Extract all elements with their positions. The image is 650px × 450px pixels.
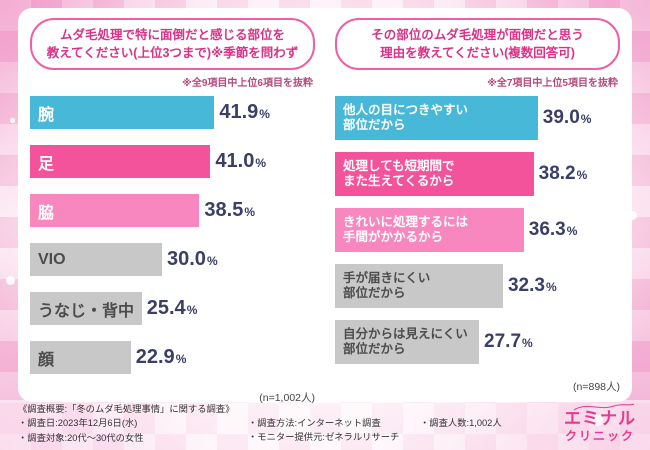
bar-label: 手が届きにくい 部位だから	[343, 271, 430, 302]
survey-overview-column: 《調査概要:「冬のムダ毛処理事情」に関する調査》 ・調査日:2023年12月6日…	[18, 402, 248, 445]
bar-label-line: また生えてくるから	[343, 174, 455, 189]
logo-text-eminal: エミナル	[564, 409, 636, 428]
bar-value: 25.4%	[146, 297, 198, 320]
bar: 他人の目につきやすい 部位だから	[335, 96, 538, 141]
right-chart: その部位のムダ毛処理が面倒だと思う 理由を教えてください(複数回答可) ※全7項…	[335, 18, 620, 394]
footer-band	[0, 400, 650, 450]
title-line: ムダ毛処理で特に面倒だと感じる部位を	[59, 28, 285, 42]
survey-respondents: ・調査人数:1,002人	[420, 418, 502, 428]
right-chart-sample-size: (n=898人)	[573, 381, 620, 393]
bar-row: 自分からは見えにくい 部位だから 27.7%	[335, 320, 620, 365]
right-chart-bars: 他人の目につきやすい 部位だから 39.0% 処理しても短期間で また生えてくるから 38…	[335, 96, 620, 376]
bar-value: 41.0%	[215, 150, 266, 173]
logo: エミナル クリニック	[564, 402, 640, 443]
left-chart-bars: 腕 41.9% 足 41.0% 脇 38.5% VIO 30.0% うなじ・背中 25.4% 顔 22…	[30, 96, 315, 390]
bar-label-line: 他人の目につきやすい	[343, 102, 469, 117]
bar-label: 顔	[38, 346, 54, 370]
bar: 腕	[30, 96, 215, 130]
bar-row: 腕 41.9%	[30, 96, 315, 130]
survey-overview-title: 《調査概要:「冬のムダ毛処理事情」に関する調査》	[18, 404, 235, 414]
bar-label: うなじ・背中	[38, 297, 134, 321]
bar-label-line: うなじ・背中	[38, 302, 135, 320]
bar: 脇	[30, 194, 200, 228]
bar-label-line: VIO	[38, 250, 66, 268]
title-line: 理由を教えてください(複数回答可)	[380, 46, 575, 61]
bar-value: 27.7%	[484, 331, 533, 353]
left-chart: ムダ毛処理で特に面倒だと感じる部位を 教えてください(上位3つまで)※季節を問わ…	[30, 18, 315, 404]
bar-label: 処理しても短期間で また生えてくるから	[343, 159, 455, 190]
left-chart-title-bubble: ムダ毛処理で特に面倒だと感じる部位を 教えてください(上位3つまで)※季節を問わ…	[30, 18, 315, 71]
bar-label-line: 部位だから	[343, 342, 406, 357]
survey-method: ・調査方法:インターネット調査	[248, 418, 381, 428]
bar-label-line: 顔	[38, 351, 55, 369]
bar-value: 41.9%	[219, 101, 270, 124]
bar-label-line: 脇	[38, 204, 55, 222]
bar-label: きれいに処理するには 手間がかかるから	[343, 215, 468, 246]
bar-row: 脇 38.5%	[30, 194, 315, 228]
bar-label-line: 腕	[38, 106, 55, 124]
survey-count-column: ・調査人数:1,002人	[420, 402, 524, 430]
bar-row: VIO 30.0%	[30, 243, 315, 277]
bar-row: きれいに処理するには 手間がかかるから 36.3%	[335, 208, 620, 253]
bar: きれいに処理するには 手間がかかるから	[335, 208, 524, 253]
bar-row: うなじ・背中 25.4%	[30, 292, 315, 326]
bar-value: 36.3%	[528, 219, 578, 241]
bar-value: 39.0%	[542, 107, 592, 129]
bar-row: 処理しても短期間で また生えてくるから 38.2%	[335, 152, 620, 197]
survey-target: ・調査対象:20代〜30代の女性	[18, 432, 144, 443]
bar-label-line: 部位だから	[343, 118, 406, 133]
bar-label-line: きれいに処理するには	[343, 214, 469, 229]
bar-row: 他人の目につきやすい 部位だから 39.0%	[335, 96, 620, 141]
right-chart-title-bubble: その部位のムダ毛処理が面倒だと思う 理由を教えてください(複数回答可)	[335, 18, 620, 71]
left-chart-sample-size: (n=1,002人)	[259, 392, 315, 405]
bar-label: 他人の目につきやすい 部位だから	[343, 103, 468, 134]
bar-label-line: 自分からは見えにくい	[343, 326, 468, 341]
bar-value: 38.5%	[204, 199, 255, 222]
bar-label-line: 足	[38, 155, 55, 173]
bar-value: 22.9%	[135, 346, 187, 369]
bar-value: 38.2%	[538, 163, 588, 185]
bar-row: 手が届きにくい 部位だから 32.3%	[335, 264, 620, 309]
bar-row: 足 41.0%	[30, 145, 315, 179]
bar-label: 足	[38, 150, 54, 174]
survey-method-column: ・調査方法:インターネット調査 ・モニター提供元:ゼネラルリサーチ	[248, 402, 420, 445]
left-chart-note: ※全9項目中上位6項目を抜粋	[182, 78, 313, 90]
bar: 足	[30, 145, 211, 179]
survey-monitor-provider: ・モニター提供元:ゼネラルリサーチ	[248, 432, 400, 443]
bar-label-line: 処理しても短期間で	[343, 158, 455, 173]
bar-label: 腕	[38, 101, 54, 125]
bar-label-line: 手が届きにくい	[343, 270, 431, 285]
survey-footer: 《調査概要:「冬のムダ毛処理事情」に関する調査》 ・調査日:2023年12月6日…	[18, 402, 640, 446]
logo-script-decoration	[573, 403, 635, 411]
bar: VIO	[30, 243, 162, 277]
bar-value: 32.3%	[507, 275, 557, 297]
title-line: その部位のムダ毛処理が面倒だと思う	[371, 28, 584, 42]
bar: 自分からは見えにくい 部位だから	[335, 320, 480, 365]
title-line: 教えてください(上位3つまで)※季節を問わず	[46, 46, 299, 61]
bar-value: 30.0%	[167, 248, 218, 271]
bar-label: 自分からは見えにくい 部位だから	[343, 327, 468, 358]
bar-label: VIO	[38, 251, 66, 269]
bar: 手が届きにくい 部位だから	[335, 264, 503, 309]
bar: 顔	[30, 341, 131, 375]
logo-text-clinic: クリニック	[564, 428, 635, 443]
right-chart-note: ※全7項目中上位5項目を抜粋	[487, 78, 618, 90]
bar-label-line: 部位だから	[343, 286, 406, 301]
main-panel: ムダ毛処理で特に面倒だと感じる部位を 教えてください(上位3つまで)※季節を問わ…	[18, 8, 632, 404]
bar: 処理しても短期間で また生えてくるから	[335, 152, 534, 197]
bar-label: 脇	[38, 199, 54, 223]
bar-row: 顔 22.9%	[30, 341, 315, 375]
bar-label-line: 手間がかかるから	[343, 230, 444, 245]
survey-date: ・調査日:2023年12月6日(水)	[18, 418, 138, 429]
bar: うなじ・背中	[30, 292, 142, 326]
